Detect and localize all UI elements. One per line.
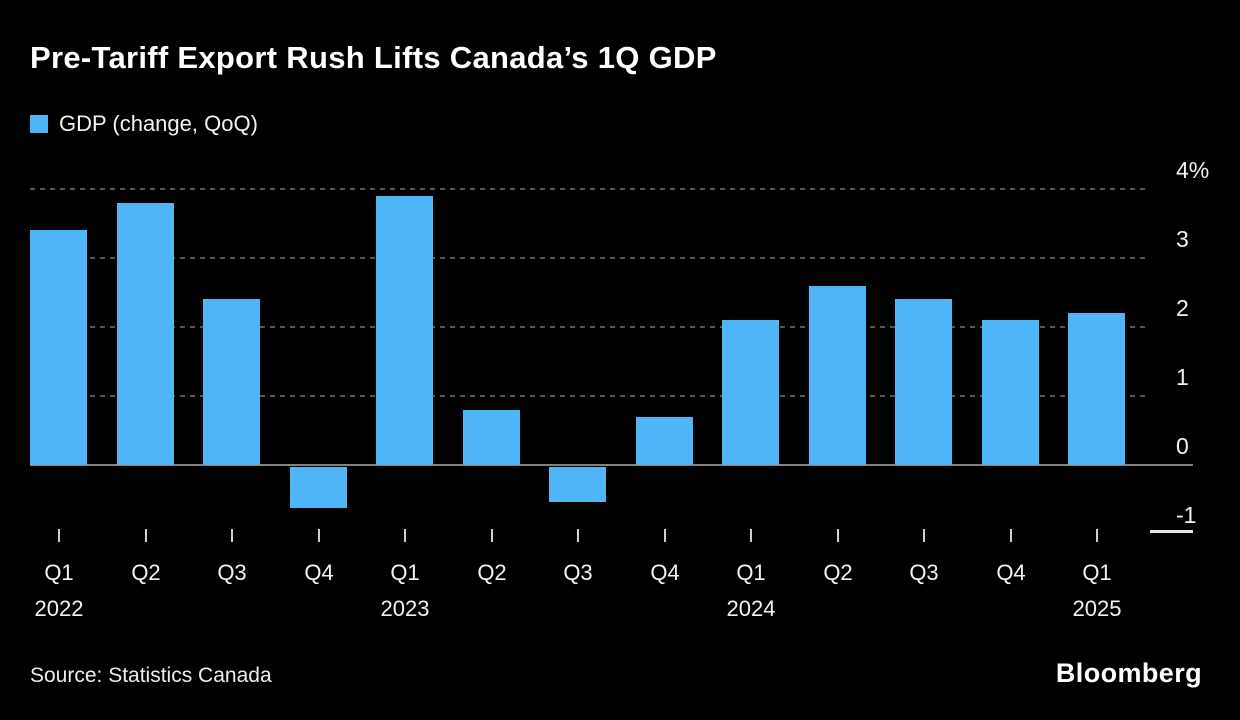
source-attribution: Source: Statistics Canada (30, 664, 272, 687)
gdp-bar (290, 467, 347, 508)
x-axis-label: Q1 (1082, 560, 1112, 585)
x-axis-year-label: 2024 (726, 596, 776, 621)
x-axis-tick (577, 529, 579, 542)
chart-title: Pre-Tariff Export Rush Lifts Canada’s 1Q… (30, 40, 717, 75)
legend-label: GDP (change, QoQ) (59, 111, 258, 136)
x-axis-year-label: 2025 (1072, 596, 1122, 621)
gdp-bar (376, 196, 433, 465)
y-gridline (30, 326, 1150, 329)
x-axis-year-label: 2022 (34, 596, 84, 621)
axis-end-tick (1150, 530, 1193, 533)
x-axis-label: Q2 (477, 560, 507, 585)
x-axis-tick (1010, 529, 1012, 542)
x-axis-label: Q4 (996, 560, 1026, 585)
gdp-bar (895, 299, 952, 465)
x-axis-label: Q1 (44, 560, 74, 585)
y-axis-tick-label: 4% (1176, 157, 1210, 184)
x-axis-label: Q2 (823, 560, 853, 585)
x-axis-tick (1096, 529, 1098, 542)
gdp-bar (722, 320, 779, 465)
x-axis-tick (145, 529, 147, 542)
y-gridline (30, 257, 1150, 260)
y-gridline (30, 395, 1150, 398)
y-gridline (30, 188, 1150, 191)
gdp-bar (636, 417, 693, 465)
x-axis-tick (750, 529, 752, 542)
x-axis-label: Q1 (736, 560, 766, 585)
x-axis-tick (58, 529, 60, 542)
y-axis-tick-label: -1 (1176, 502, 1197, 529)
gdp-bar (203, 299, 260, 465)
gdp-bar (30, 230, 87, 465)
legend: GDP (change, QoQ) (30, 111, 258, 137)
x-axis-label: Q3 (909, 560, 939, 585)
gdp-bar (1068, 313, 1125, 465)
x-axis-label: Q3 (563, 560, 593, 585)
x-axis-tick (664, 529, 666, 542)
x-axis-tick (491, 529, 493, 542)
y-axis-tick-label: 0 (1176, 433, 1189, 460)
x-axis-year-label: 2023 (380, 596, 430, 621)
x-axis-label: Q4 (650, 560, 680, 585)
zero-axis-line (30, 464, 1193, 467)
x-axis-tick (923, 529, 925, 542)
x-axis-tick (837, 529, 839, 542)
y-axis-tick-label: 3 (1176, 226, 1189, 253)
gdp-bar (549, 467, 606, 502)
x-axis-label: Q2 (131, 560, 161, 585)
gdp-bar (117, 203, 174, 465)
x-axis-label: Q1 (390, 560, 420, 585)
gdp-bar (463, 410, 520, 465)
legend-swatch-icon (30, 115, 48, 133)
x-axis-label: Q4 (304, 560, 334, 585)
x-axis-tick (318, 529, 320, 542)
gdp-bar (982, 320, 1039, 465)
x-axis-tick (231, 529, 233, 542)
bloomberg-logo: Bloomberg (1055, 658, 1202, 688)
gdp-bar (809, 286, 866, 465)
y-axis-tick-label: 1 (1176, 364, 1189, 391)
x-axis-tick (404, 529, 406, 542)
x-axis-label: Q3 (217, 560, 247, 585)
y-axis-tick-label: 2 (1176, 295, 1189, 322)
